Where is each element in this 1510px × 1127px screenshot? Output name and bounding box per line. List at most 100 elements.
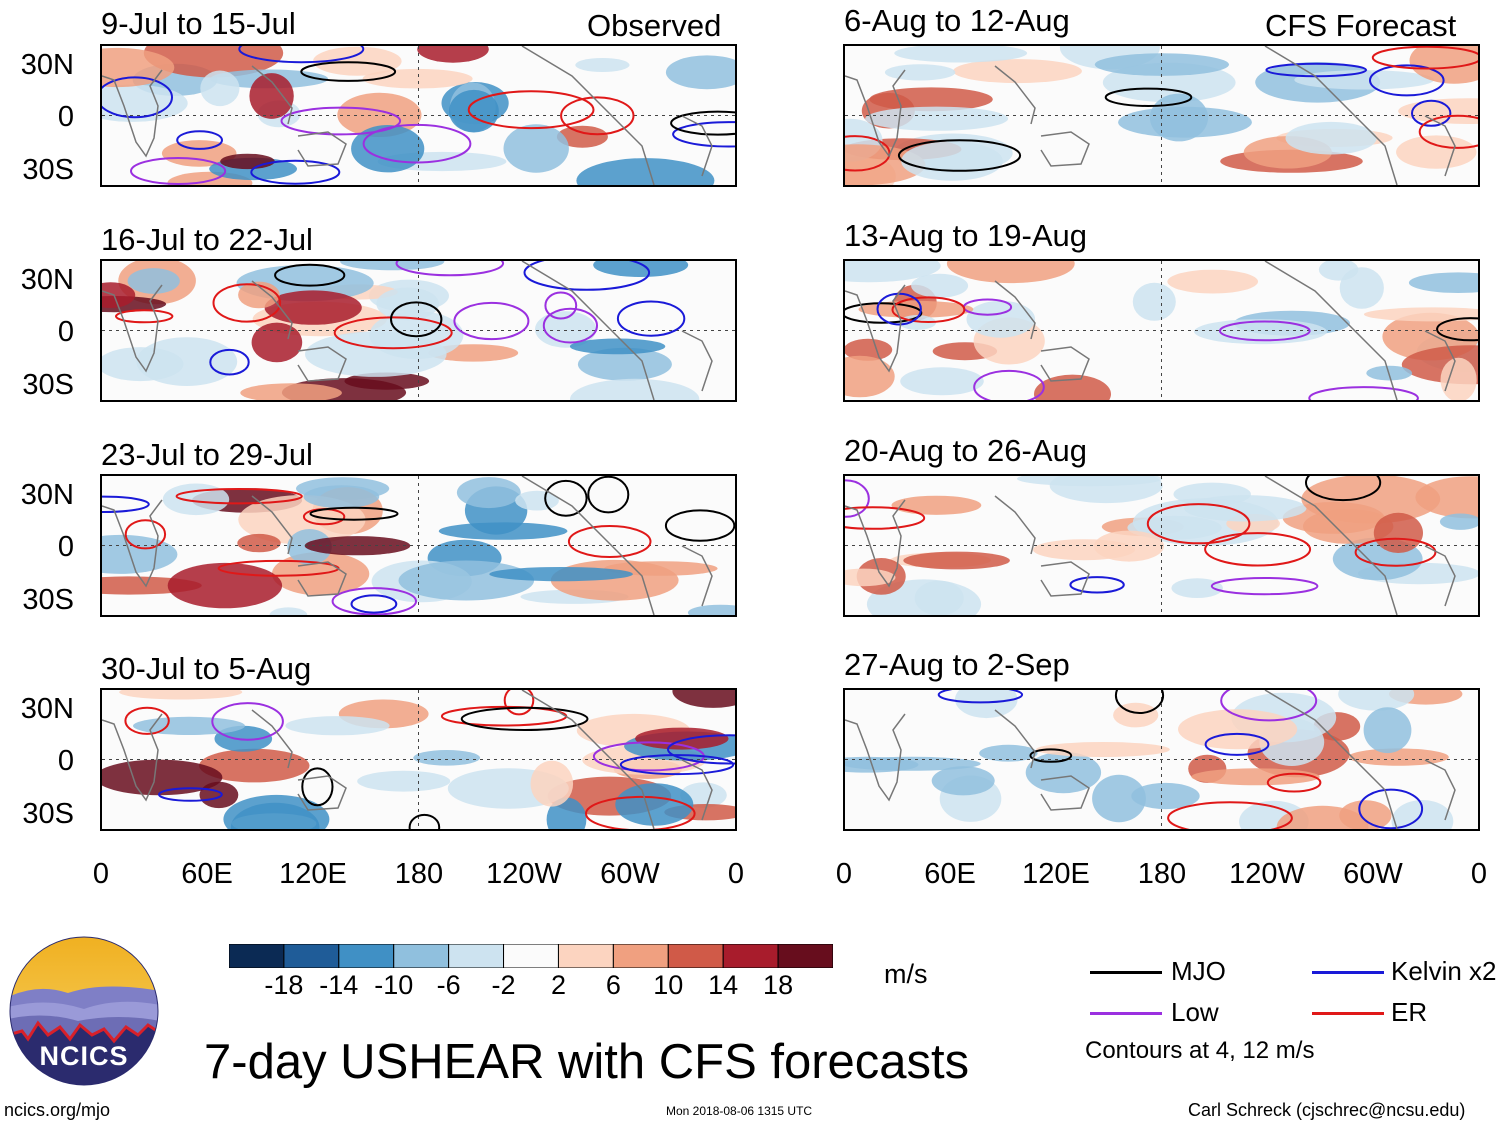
- positive-anomaly-shading: [1440, 357, 1477, 400]
- legend-line-er: [1312, 1012, 1384, 1015]
- negative-anomaly-shading: [1338, 690, 1415, 711]
- filter-contour: [390, 301, 443, 338]
- filter-contour: [1305, 476, 1382, 502]
- negative-anomaly-shading: [931, 766, 995, 796]
- positive-anomaly-shading: [237, 533, 281, 553]
- positive-anomaly-shading: [1363, 307, 1478, 322]
- negative-anomaly-shading: [1131, 782, 1200, 810]
- filter-contour: [544, 479, 588, 517]
- filter-contour: [238, 46, 365, 64]
- panel-title-right-2: 13-Aug to 19-Aug: [844, 218, 1088, 253]
- positive-anomaly-shading: [143, 46, 284, 78]
- negative-anomaly-shading: [1149, 93, 1209, 142]
- legend-label-low: Low: [1171, 997, 1219, 1027]
- coastline: [845, 261, 1456, 400]
- negative-anomaly-shading: [577, 347, 672, 381]
- filter-contour: [1308, 386, 1419, 400]
- filter-contour: [1114, 690, 1165, 714]
- negative-anomaly-shading: [884, 64, 956, 81]
- negative-anomaly-shading: [1132, 282, 1176, 321]
- negative-anomaly-shading: [1363, 707, 1412, 754]
- negative-anomaly-shading: [1127, 515, 1222, 540]
- filter-contour: [1069, 576, 1125, 594]
- positive-anomaly-shading: [530, 760, 574, 807]
- filter-contour: [664, 509, 735, 542]
- xtick-0: 0: [92, 858, 110, 890]
- coastline: [102, 690, 713, 829]
- ytick-0: 0: [57, 745, 74, 777]
- colorbar-tick-label: -6: [436, 970, 461, 1000]
- filter-contour: [124, 519, 167, 550]
- coastline: [102, 476, 713, 615]
- negative-anomaly-shading: [955, 690, 1018, 719]
- xtick-180: 180: [394, 858, 444, 890]
- panel-title-right-4: 27-Aug to 2-Sep: [844, 647, 1070, 682]
- negative-anomaly-shading: [979, 744, 1038, 762]
- coastline: [102, 46, 713, 185]
- panel-title-left-2: 16-Jul to 22-Jul: [101, 222, 313, 257]
- xtick-60w: 60W: [600, 858, 660, 890]
- positive-anomaly-shading: [417, 46, 489, 63]
- filter-contour: [124, 706, 170, 735]
- negative-anomaly-shading: [1092, 774, 1146, 823]
- colorbar-swatch: [557, 943, 614, 969]
- map-canvas: [102, 690, 735, 829]
- positive-anomaly-shading: [845, 355, 895, 398]
- coastline: [102, 261, 713, 400]
- positive-anomaly-shading: [102, 759, 223, 796]
- negative-anomaly-shading: [398, 560, 535, 601]
- positive-anomaly-shading: [102, 282, 136, 308]
- positive-anomaly-shading: [1373, 512, 1423, 553]
- colorbar-tick-label: -2: [491, 970, 516, 1000]
- filter-contour: [158, 787, 223, 802]
- ncics-logo-icon: [9, 936, 159, 1086]
- negative-anomaly-shading: [503, 124, 569, 173]
- ytick-30s: 30S: [22, 369, 74, 401]
- filter-contour: [1218, 320, 1311, 342]
- filter-contour: [542, 307, 598, 344]
- filter-contour: [300, 61, 397, 82]
- positive-anomaly-shading: [344, 372, 430, 390]
- filter-contour: [1029, 748, 1073, 763]
- footer-url[interactable]: ncics.org/mjo: [4, 1100, 111, 1120]
- map-panel-right-3: [843, 474, 1480, 617]
- filter-contour: [1146, 503, 1251, 545]
- colorbar-tick-label: 2: [550, 970, 566, 1000]
- colorbar-swatch: [393, 943, 450, 969]
- legend-label-er: ER: [1391, 997, 1428, 1027]
- filter-contour: [897, 139, 1022, 172]
- negative-anomaly-shading: [133, 716, 245, 735]
- negative-anomaly-shading: [576, 158, 715, 185]
- negative-anomaly-shading: [413, 750, 481, 766]
- negative-anomaly-shading: [911, 273, 969, 298]
- negative-anomaly-shading: [687, 604, 735, 615]
- negative-anomaly-shading: [357, 770, 451, 792]
- filter-contour: [1220, 690, 1318, 722]
- legend-label-kelvin: Kelvin x2: [1391, 956, 1497, 986]
- filter-contour: [672, 121, 735, 148]
- ytick-30s: 30S: [22, 798, 74, 830]
- negative-anomaly-shading: [865, 106, 1009, 131]
- filter-contour: [1167, 801, 1293, 829]
- panel-label-observed: Observed: [587, 8, 722, 43]
- negative-anomaly-shading: [1285, 121, 1377, 155]
- negative-anomaly-shading: [901, 141, 1003, 181]
- negative-anomaly-shading: [615, 783, 694, 826]
- ytick-0: 0: [57, 531, 74, 563]
- positive-anomaly-shading: [556, 125, 608, 148]
- xtick-0-end: 0: [1470, 858, 1488, 890]
- positive-anomaly-shading: [635, 727, 729, 750]
- filter-contour: [350, 594, 398, 614]
- filter-contour: [453, 301, 530, 341]
- positive-anomaly-shading: [1301, 476, 1441, 524]
- filter-contour: [333, 316, 453, 350]
- filter-contour: [523, 261, 651, 291]
- filter-contour: [619, 754, 735, 776]
- negative-anomaly-shading: [575, 58, 630, 72]
- ncics-logo[interactable]: NCICS: [8, 935, 160, 1087]
- footer-timestamp: Mon 2018-08-06 1315 UTC: [666, 1104, 813, 1118]
- filter-contour: [503, 690, 535, 716]
- filter-contour: [845, 479, 870, 518]
- filter-contour: [115, 309, 174, 324]
- filter-contour: [130, 157, 227, 185]
